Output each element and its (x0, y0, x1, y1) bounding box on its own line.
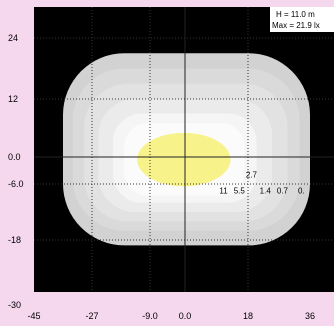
contour-value-label: 11 (219, 186, 228, 195)
max-label: Max = 21.9 lx (272, 21, 320, 30)
x-tick-label: 0.0 (179, 311, 192, 321)
contour-value-label: 0. (298, 186, 305, 195)
contour-value-label: 0.7 (277, 186, 289, 195)
y-tick-label: -18 (8, 235, 21, 245)
x-tick-label: -45 (27, 311, 40, 321)
y-tick-label: 12 (8, 94, 18, 104)
x-tick-label: 36 (305, 311, 315, 321)
y-tick-label: -30 (8, 300, 21, 310)
contour-value-label: 2.7 (246, 170, 258, 179)
x-tick-label: -9.0 (142, 311, 158, 321)
grid-layer (34, 7, 334, 292)
contour-layer (63, 53, 310, 246)
x-tick-label: 18 (243, 311, 253, 321)
contour-value-label: 1.4 (260, 186, 272, 195)
y-tick-label: 0.0 (8, 152, 21, 162)
tick-label-layer: 24 12 0.0 -6.0 -18 -30 -45 -27 -9.0 0.0 18 36 (8, 33, 315, 321)
y-tick-label: 24 (8, 33, 18, 43)
contour-band (137, 132, 231, 187)
contour-value-label: 5.5 (234, 186, 246, 195)
x-tick-label: -27 (85, 311, 98, 321)
y-tick-label: -6.0 (8, 179, 24, 189)
contour-label-layer: 2.7 11 5.5 1.4 0.7 0. (219, 170, 304, 195)
height-label: H = 11.0 m (276, 10, 315, 19)
info-box (270, 7, 334, 32)
